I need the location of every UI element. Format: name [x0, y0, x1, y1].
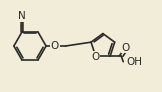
Text: O: O — [91, 52, 100, 62]
Text: O: O — [122, 43, 130, 53]
Text: N: N — [18, 11, 26, 21]
Text: OH: OH — [127, 57, 143, 67]
Text: O: O — [51, 41, 59, 51]
